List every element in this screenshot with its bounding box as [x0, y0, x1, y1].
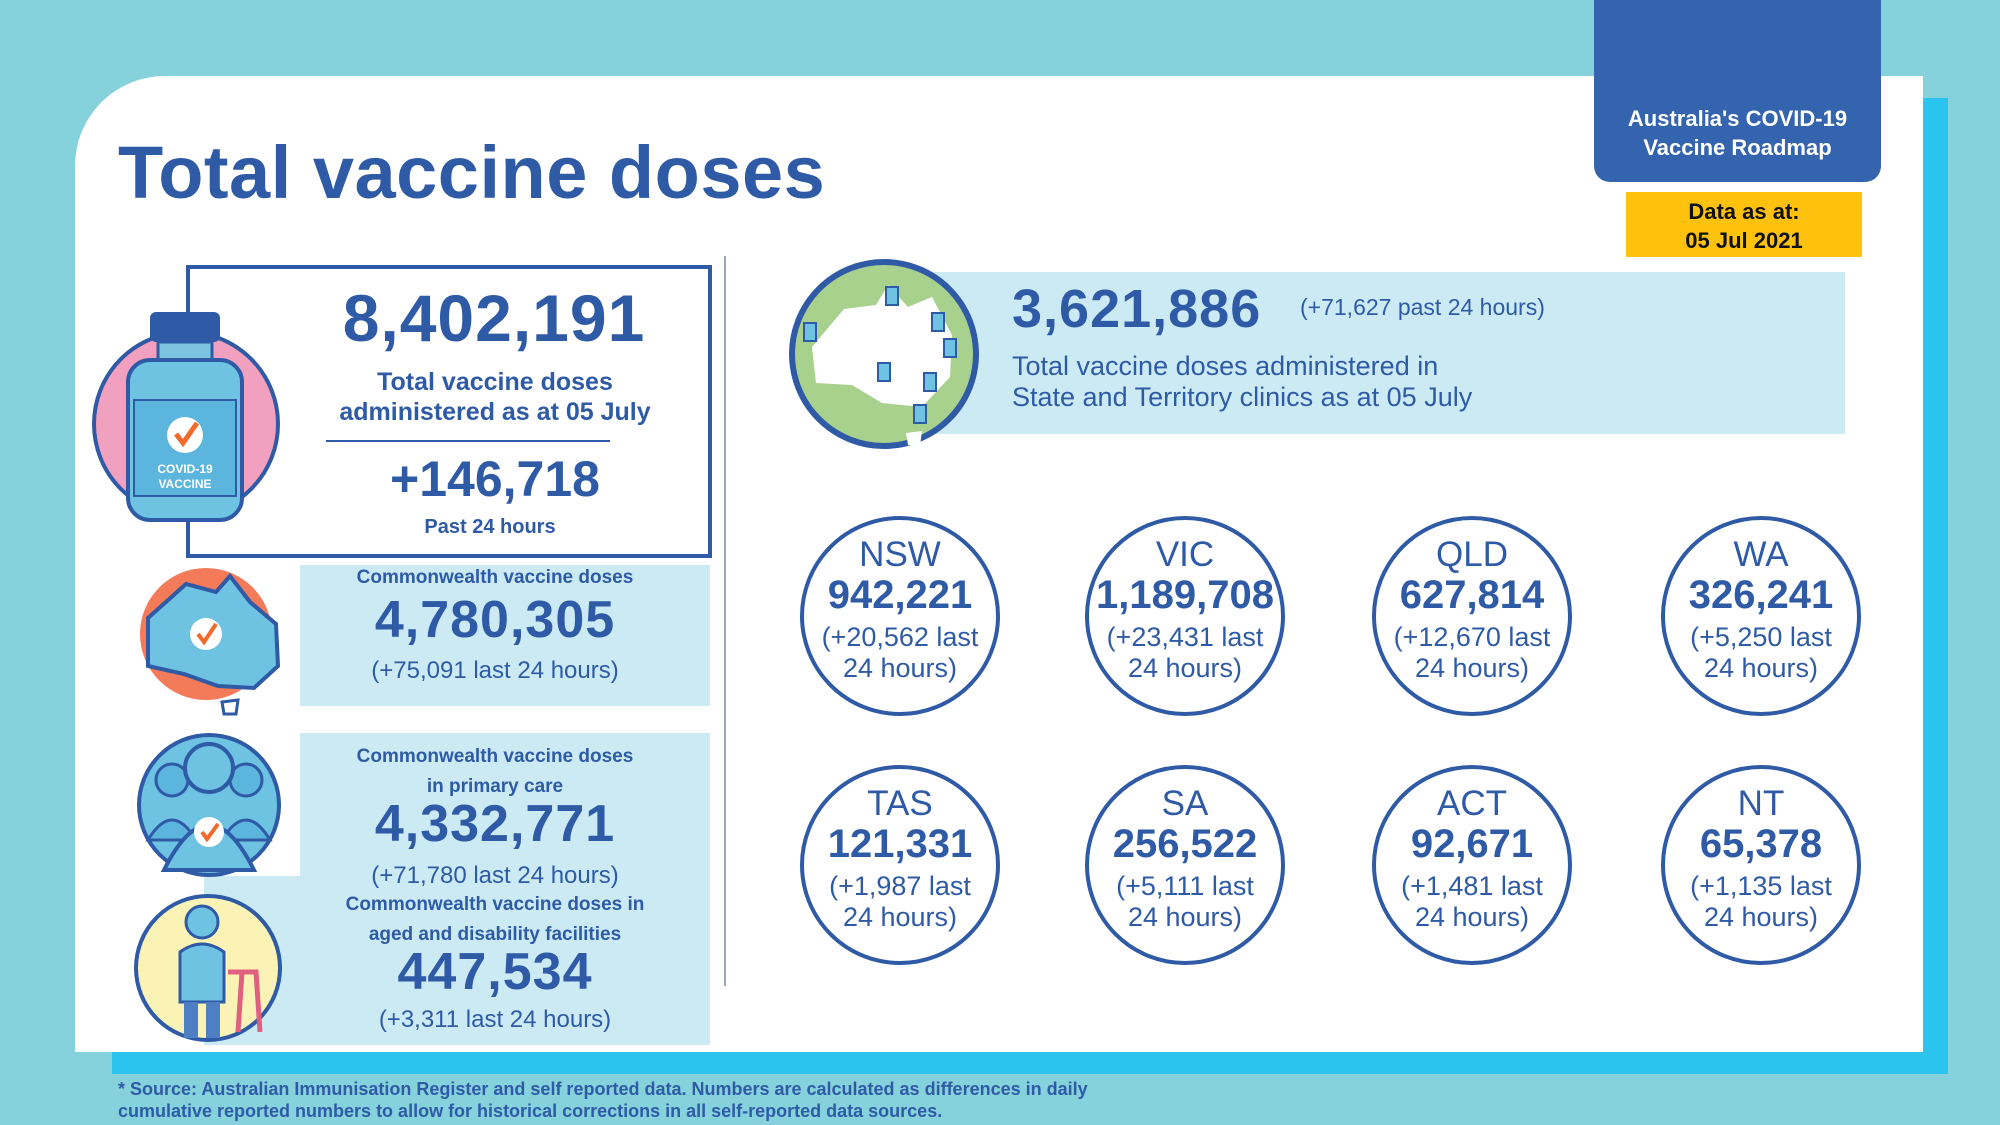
australia-map-icon — [140, 568, 281, 716]
state-circle-qld: QLD 627,814 (+12,670 last 24 hours) — [1372, 516, 1572, 716]
primary-label-line-2: in primary care — [426, 776, 564, 797]
page-title: Total vaccine doses — [118, 131, 826, 214]
state-delta: (+23,431 last 24 hours) — [1106, 622, 1264, 683]
state-value: 627,814 — [1399, 573, 1545, 617]
state-delta: (+5,111 last 24 hours) — [1116, 871, 1254, 932]
state-circle-wa: WA 326,241 (+5,250 last 24 hours) — [1661, 516, 1861, 716]
commonwealth-delta: (+75,091 last 24 hours) — [371, 657, 619, 684]
state-value: 92,671 — [1410, 822, 1534, 866]
vial-text-2: VACCINE — [158, 477, 211, 491]
source-footnote: * Source: Australian Immunisation Regist… — [118, 1078, 1088, 1122]
state-total-value: 3,621,886 — [1012, 279, 1262, 339]
primary-label-line-1: Commonwealth vaccine doses — [356, 746, 634, 767]
state-circle-tas: TAS 121,331 (+1,987 last 24 hours) — [800, 765, 1000, 965]
total-delta-label: Past 24 hours — [424, 516, 556, 538]
state-circle-nsw: NSW 942,221 (+20,562 last 24 hours) — [800, 516, 1000, 716]
vial-text-1: COVID-19 — [157, 462, 213, 476]
state-circle-sa: SA 256,522 (+5,111 last 24 hours) — [1085, 765, 1285, 965]
total-label-line-1: Total vaccine doses — [377, 368, 613, 396]
state-value: 65,378 — [1699, 822, 1823, 866]
date-label: Data as at: — [1688, 199, 1800, 224]
state-circle-act: ACT 92,671 (+1,481 last 24 hours) — [1372, 765, 1572, 965]
state-value: 256,522 — [1112, 822, 1258, 866]
badge-line-2: Vaccine Roadmap — [1643, 135, 1832, 160]
primary-care-label: Commonwealth vaccine doses in primary ca… — [300, 742, 690, 802]
state-value: 942,221 — [827, 573, 973, 617]
aged-label-line-2: aged and disability facilities — [368, 924, 622, 945]
state-total-label: Total vaccine doses administered in Stat… — [1012, 351, 1472, 413]
state-delta: (+12,670 last 24 hours) — [1393, 622, 1551, 683]
total-doses-label: Total vaccine doses administered as at 0… — [300, 367, 690, 427]
column-divider — [724, 256, 726, 986]
total-doses-value: 8,402,191 — [342, 281, 646, 355]
commonwealth-label: Commonwealth vaccine doses — [356, 567, 634, 588]
state-label-line-1: Total vaccine doses administered in — [1012, 351, 1439, 381]
state-clinic-map-icon — [789, 259, 979, 449]
state-name: QLD — [1436, 535, 1508, 574]
state-clinics-panel — [915, 272, 1845, 434]
date-value: 05 Jul 2021 — [1685, 228, 1803, 253]
primary-care-value: 4,332,771 — [374, 795, 616, 853]
state-delta: (+1,987 last 24 hours) — [829, 871, 971, 932]
aged-care-delta: (+3,311 last 24 hours) — [378, 1006, 612, 1033]
state-name: ACT — [1437, 784, 1507, 823]
people-group-icon — [137, 733, 281, 877]
aged-care-value: 447,534 — [397, 943, 593, 1001]
elderly-walker-icon — [134, 894, 282, 1042]
state-delta: (+1,135 last 24 hours) — [1690, 871, 1832, 932]
state-label-line-2: State and Territory clinics as at 05 Jul… — [1012, 382, 1473, 412]
state-value: 121,331 — [827, 822, 973, 866]
aged-care-label: Commonwealth vaccine doses in aged and d… — [300, 890, 690, 950]
total-divider — [326, 440, 610, 442]
state-circle-vic: VIC 1,189,708 (+23,431 last 24 hours) — [1085, 516, 1285, 716]
state-name: VIC — [1155, 535, 1215, 574]
state-name: TAS — [867, 784, 933, 823]
state-name: SA — [1161, 784, 1209, 823]
total-delta-value: +146,718 — [390, 451, 600, 507]
state-delta: (+1,481 last 24 hours) — [1401, 871, 1543, 932]
footnote-line-1: * Source: Australian Immunisation Regist… — [118, 1079, 1088, 1099]
state-name: NT — [1737, 784, 1785, 823]
state-value: 326,241 — [1688, 573, 1834, 617]
total-label-line-2: administered as at 05 July — [339, 398, 651, 426]
state-circle-nt: NT 65,378 (+1,135 last 24 hours) — [1661, 765, 1861, 965]
badge-line-1: Australia's COVID-19 — [1627, 106, 1848, 131]
state-value: 1,189,708 — [1096, 573, 1274, 617]
aged-label-line-1: Commonwealth vaccine doses in — [345, 894, 645, 915]
vaccine-vial-icon: COVID-19 VACCINE — [92, 312, 280, 522]
footnote-line-2: cumulative reported numbers to allow for… — [118, 1101, 943, 1121]
commonwealth-value: 4,780,305 — [374, 591, 616, 649]
roadmap-badge: Australia's COVID-19 Vaccine Roadmap — [1594, 0, 1881, 182]
state-total-delta: (+71,627 past 24 hours) — [1300, 294, 1545, 320]
state-name: NSW — [859, 535, 941, 574]
state-name: WA — [1733, 535, 1789, 574]
primary-care-delta: (+71,780 last 24 hours) — [371, 862, 619, 889]
state-delta: (+5,250 last 24 hours) — [1690, 622, 1832, 683]
commonwealth-panel — [300, 565, 710, 706]
data-date-box: Data as at: 05 Jul 2021 — [1626, 192, 1862, 257]
state-delta: (+20,562 last 24 hours) — [821, 622, 979, 683]
primary-aged-panel — [300, 733, 710, 1045]
